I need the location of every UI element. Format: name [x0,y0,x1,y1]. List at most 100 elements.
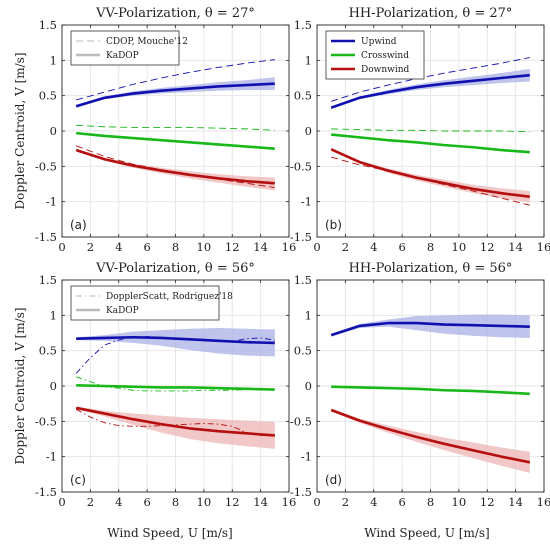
x-tick-label: 6 [143,495,150,509]
y-tick-label: 1 [50,308,57,322]
y-tick-label: -1 [46,450,57,464]
kadop-line-crosswind [331,133,530,154]
x-tick-label: 4 [370,240,377,254]
y-tick-label: 0 [305,379,312,393]
y-tick-label: 1.5 [294,18,312,32]
band-upwind [76,328,275,357]
x-tick-label: 14 [253,240,268,254]
kadop-line-upwind [75,82,275,108]
x-tick-label: 8 [172,240,179,254]
reference-line-crosswind [76,124,275,131]
reference-line-crosswind [331,128,530,133]
x-tick-label: 4 [115,240,122,254]
reference-line-upwind [76,59,275,101]
x-tick-label: 16 [282,495,297,509]
x-axis-label-right: Wind Speed, U [m/s] [364,526,489,540]
x-tick-label: 10 [452,240,467,254]
legend-label: CDOP, Mouche'12 [106,37,188,47]
kadop-line-downwind [330,408,531,464]
x-tick-label: 8 [427,240,434,254]
kadop-line-crosswind [76,131,275,150]
kadop-line-upwind [330,321,530,337]
y-tick-label: 0 [50,124,57,138]
legend-box [70,285,220,321]
x-tick-label: 16 [537,495,550,509]
y-tick-label: -0.5 [290,414,312,428]
chart-title: VV-Polarization, θ = 27° [95,6,255,21]
x-tick-label: 6 [398,240,405,254]
panel-a: 0 2 4 6 8 10 12 14 16 -1.5 -1 -0.5 0 0.5 1 1.5 VV-Polari… [35,6,297,254]
y-tick-label: -0.5 [35,414,57,428]
x-tick-label: 6 [143,240,150,254]
y-tick-label: 1 [305,308,312,322]
panel-c: 0 2 4 6 8 10 12 14 16 -1.5 -1 -0.5 0 0.5 1 1.5 VV-Polari… [35,261,297,509]
y-tick-label: 1.5 [294,273,312,287]
y-tick-label: -1.5 [35,230,57,244]
x-tick-label: 12 [225,240,240,254]
x-tick-label: 16 [282,240,297,254]
legend-label: KaDOP [106,306,139,316]
kadop-line-crosswind [331,385,530,396]
y-tick-label: 0 [50,379,57,393]
y-tick-label: 0 [305,124,312,138]
x-tick-label: 10 [197,495,212,509]
y-tick-label: 0.5 [39,89,57,103]
chart-title: HH-Polarization, θ = 56° [349,261,513,276]
y-tick-label: 1.5 [39,18,57,32]
x-tick-label: 2 [342,495,349,509]
y-tick-label: 0.5 [294,344,312,358]
x-tick-label: 2 [342,240,349,254]
x-tick-label: 10 [197,240,212,254]
x-tick-label: 14 [508,240,523,254]
reference-line-upwind [331,57,530,102]
y-tick-label: 1 [305,53,312,67]
kadop-line-downwind [75,148,275,185]
kadop-line-downwind [330,148,530,199]
y-tick-label: -0.5 [290,159,312,173]
x-tick-label: 6 [398,495,405,509]
legend-label: Upwind [361,37,397,47]
kadop-line-crosswind [76,383,275,391]
y-tick-label: -0.5 [35,159,57,173]
y-tick-label: -1 [301,450,312,464]
x-tick-label: 14 [508,495,523,509]
x-tick-label: 2 [87,495,94,509]
y-tick-label: 1.5 [39,273,57,287]
x-tick-label: 0 [313,240,320,254]
x-tick-label: 16 [537,240,550,254]
x-tick-label: 8 [427,495,434,509]
x-axis-label-left: Wind Speed, U [m/s] [107,526,232,540]
y-tick-label: 0.5 [294,89,312,103]
kadop-line-upwind [330,73,530,109]
x-tick-label: 4 [370,495,377,509]
x-tick-label: 0 [313,495,320,509]
kadop-line-downwind [75,406,275,437]
x-tick-label: 0 [58,240,65,254]
panel-d: 0 2 4 6 8 10 12 14 16 -1.5 -1 -0.5 0 0.5 1 1.5 HH-Polari… [290,261,550,509]
legend-label: KaDOP [106,51,139,61]
x-tick-label: 12 [225,495,240,509]
y-tick-label: 0.5 [39,344,57,358]
x-tick-label: 12 [480,495,495,509]
reference-line-downwind [75,408,275,436]
y-tick-label: -1 [46,195,57,209]
x-tick-label: 10 [452,495,467,509]
x-tick-label: 8 [172,495,179,509]
x-tick-label: 4 [115,495,122,509]
legend-label: Crosswind [361,51,409,61]
y-tick-label: -1 [301,195,312,209]
x-tick-label: 12 [480,240,495,254]
kadop-line-upwind [76,335,275,345]
legend-label: Downwind [361,65,410,75]
y-tick-label: 1 [50,53,57,67]
y-tick-label: -1.5 [35,485,57,499]
y-axis-label-top: Doppler Centroid, V [m/s] [13,52,27,209]
panel-label: (c) [70,473,86,487]
y-tick-label: -1.5 [290,485,312,499]
panel-label: (b) [325,218,342,232]
y-tick-label: -1.5 [290,230,312,244]
y-axis-label-bottom: Doppler Centroid, V [m/s] [13,307,27,464]
panel-label: (a) [70,218,87,232]
panel-b: 0 2 4 6 8 10 12 14 16 -1.5 -1 -0.5 0 0.5 1 1.5 HH-Polari… [290,6,550,254]
x-tick-label: 2 [87,240,94,254]
